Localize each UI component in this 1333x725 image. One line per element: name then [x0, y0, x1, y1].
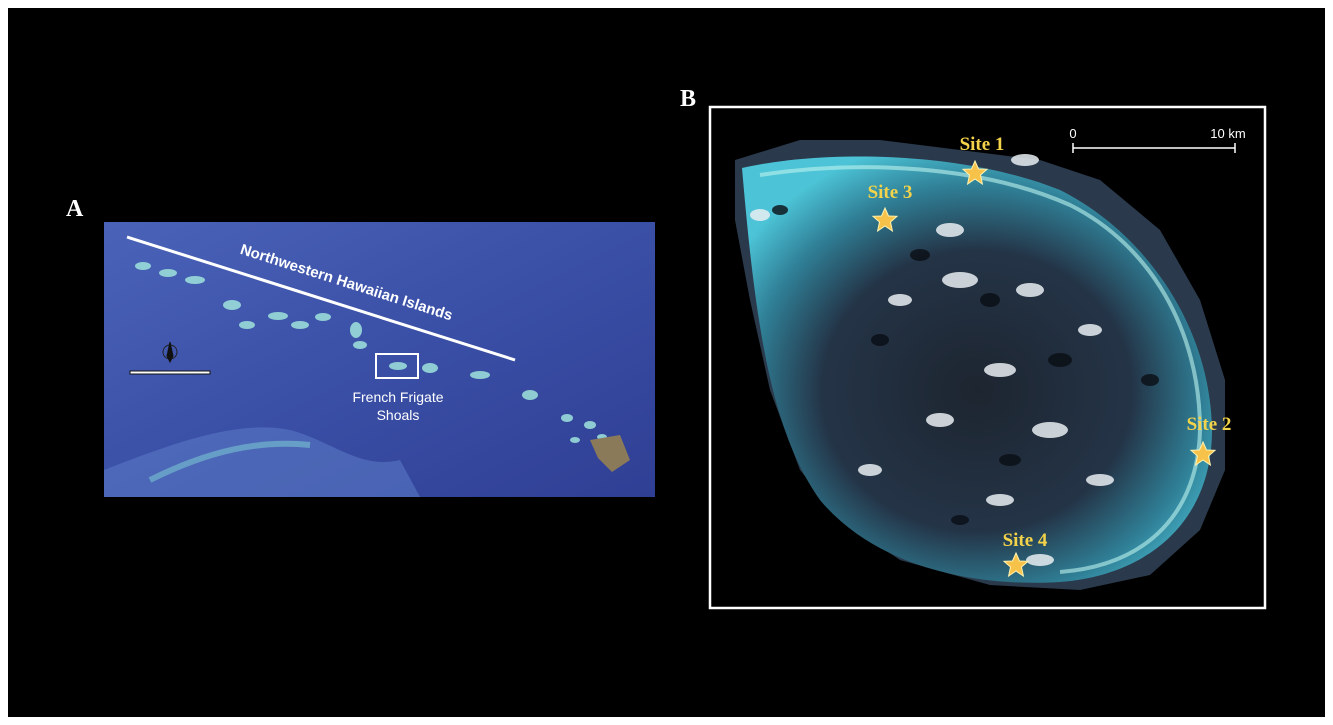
site-label: Site 2 [1187, 414, 1232, 435]
scale-label: 0 [1069, 126, 1076, 141]
inset-label: French Frigate [352, 389, 443, 405]
scale-label: 10 km [1210, 126, 1245, 141]
site-label: Site 3 [868, 182, 913, 203]
inset-label: Shoals [377, 407, 420, 423]
panel-label: B [680, 86, 696, 112]
site-label: Site 4 [1003, 530, 1048, 551]
map-a: Northwestern Hawaiian Islands French Fri… [104, 222, 655, 497]
figure: A Northwestern Hawaiian Islands French F… [0, 0, 1333, 725]
site-label: Site 1 [960, 134, 1005, 155]
panel-label: A [66, 196, 84, 222]
